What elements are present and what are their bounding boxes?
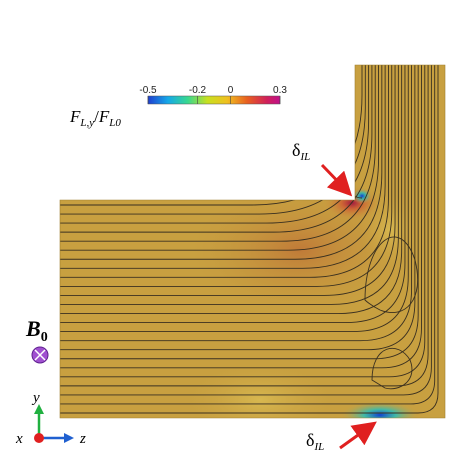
delta-label: δIL: [306, 430, 324, 453]
axis-label: x: [15, 431, 23, 447]
streamline: [60, 65, 396, 296]
arrow: [320, 163, 353, 197]
text: F: [98, 107, 110, 126]
field-label: B0: [25, 316, 48, 345]
streamline: [60, 65, 373, 233]
domain-outline: [59, 64, 446, 419]
arrow: [339, 421, 377, 450]
streamline: [60, 65, 422, 369]
text: δ: [292, 140, 300, 160]
axis-label: z: [79, 431, 86, 447]
streamline: [60, 65, 393, 287]
streamline: [60, 65, 399, 305]
text: L,y: [79, 117, 94, 129]
colorbar-tick-label: 0.3: [273, 85, 287, 96]
text: F: [69, 107, 81, 126]
streamline: [60, 65, 432, 396]
streamline: [60, 65, 429, 387]
text: 0: [41, 330, 48, 345]
colorbar: [147, 95, 281, 105]
text: /: [94, 107, 99, 126]
streamline: [60, 65, 386, 269]
streamline: [364, 236, 419, 313]
streamline: [60, 65, 379, 251]
text: B: [25, 316, 41, 341]
streamline: [60, 65, 426, 378]
streamline: [371, 347, 413, 390]
colorbar-label: FL,y/FL0: [69, 107, 121, 129]
streamline: [60, 65, 413, 342]
streamline: [60, 65, 403, 314]
colorbar-tick-label: -0.5: [139, 85, 157, 96]
colorbar-tick-label: 0: [228, 85, 234, 96]
streamline: [60, 65, 406, 324]
streamline: [60, 65, 416, 351]
streamline: [60, 65, 436, 405]
streamline: [60, 65, 409, 333]
streamline: [60, 65, 366, 215]
streamline: [60, 65, 376, 242]
streamline: [60, 65, 370, 224]
streamline: [60, 65, 383, 260]
text: IL: [313, 441, 324, 453]
streamline: [60, 65, 389, 278]
text: δ: [306, 430, 314, 450]
text: IL: [299, 151, 310, 163]
delta-label: δIL: [292, 140, 310, 163]
field-symbol: [31, 346, 49, 364]
text: L0: [108, 117, 121, 129]
streamline: [60, 65, 363, 206]
axis-triad: y x z: [15, 390, 86, 447]
colorbar-tick-label: -0.2: [189, 85, 207, 96]
streamline: [60, 65, 439, 414]
axis-label: y: [31, 390, 40, 406]
